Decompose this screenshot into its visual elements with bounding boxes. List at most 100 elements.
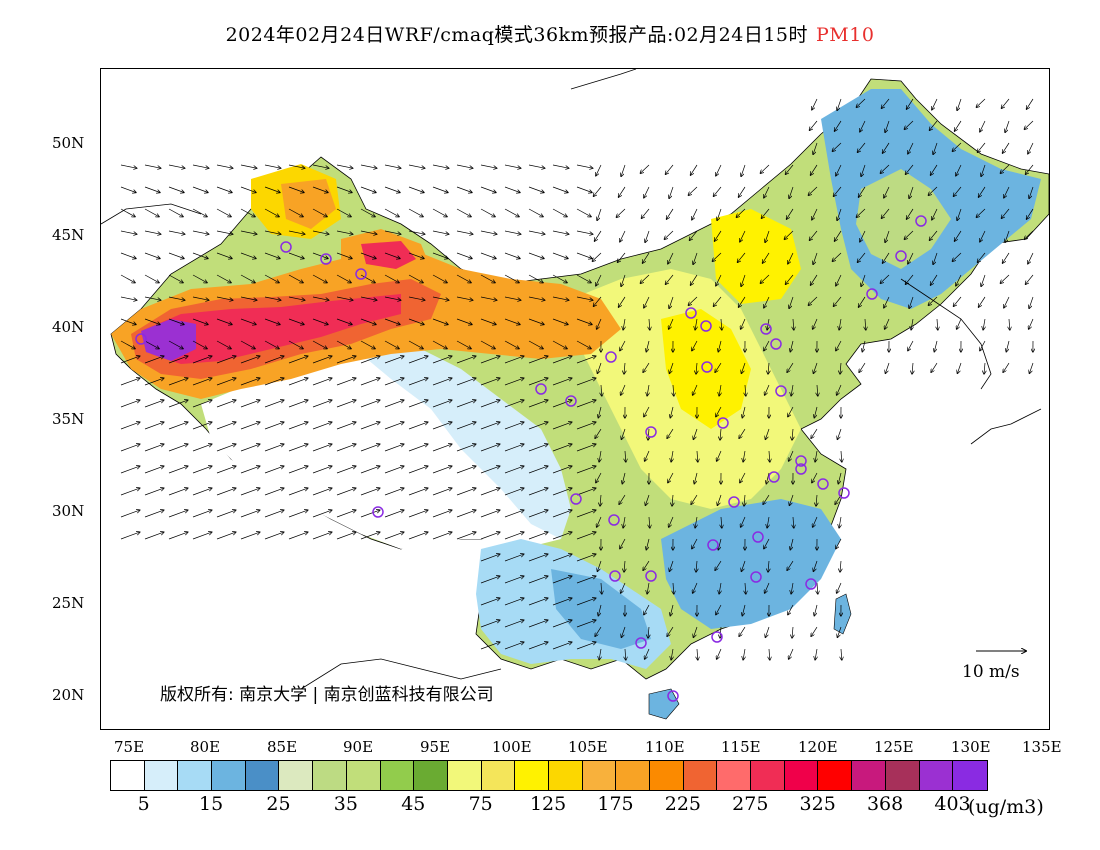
wind-arrow	[716, 604, 722, 615]
wind-arrow	[644, 186, 650, 198]
wind-arrow	[456, 444, 476, 452]
wind-arrow	[480, 230, 497, 234]
wind-arrow	[504, 274, 519, 283]
wind-arrow	[264, 488, 284, 496]
wind-arrow	[832, 142, 842, 151]
colorbar-swatch	[885, 761, 920, 790]
wind-arrow	[528, 340, 543, 349]
wind-arrow	[1006, 340, 1010, 352]
wind-arrow	[336, 510, 356, 518]
wind-arrow	[717, 208, 722, 220]
wind-arrow	[880, 274, 890, 283]
wind-arrow	[715, 560, 722, 570]
wind-arrow	[625, 648, 626, 660]
station-marker	[866, 288, 878, 300]
colorbar-swatch	[717, 761, 752, 790]
wind-arrow	[336, 208, 351, 217]
wind-arrow	[144, 252, 160, 259]
wind-arrow	[742, 604, 746, 616]
station-marker	[320, 253, 332, 265]
station-marker	[768, 471, 780, 483]
wind-arrow	[669, 560, 674, 571]
wind-arrow	[192, 208, 207, 217]
colorbar-swatch	[414, 761, 448, 790]
station-marker	[795, 455, 807, 467]
wind-arrow	[717, 494, 722, 505]
colorbar-label: 15	[199, 793, 224, 815]
wind-arrow	[718, 340, 722, 352]
wind-arrow	[408, 230, 425, 234]
colorbar-swatch	[515, 761, 549, 790]
station-marker	[805, 578, 817, 590]
wind-arrow	[621, 274, 626, 286]
wind-arrow	[668, 472, 674, 483]
wind-arrow	[740, 230, 746, 242]
colorbar-swatch	[919, 761, 954, 790]
wind-arrow	[384, 208, 399, 217]
wind-arrow	[1000, 164, 1010, 173]
wind-arrow	[552, 620, 572, 628]
wind-arrow	[857, 252, 866, 262]
wind-arrow	[596, 274, 602, 286]
wind-arrow	[432, 274, 447, 283]
wind-arrow	[1027, 98, 1034, 109]
wind-arrow	[216, 230, 233, 234]
wind-arrow	[665, 274, 674, 284]
wind-arrow	[384, 340, 399, 349]
colorbar-label: 25	[266, 793, 291, 815]
wind-arrow	[408, 422, 428, 430]
wind-arrow	[384, 164, 401, 168]
station-marker	[645, 570, 657, 582]
wind-arrow	[644, 296, 650, 308]
wind-arrow	[552, 488, 572, 496]
wind-arrow	[744, 494, 745, 506]
title-main: 2024年02月24日WRF/cmaq模式36km预报产品:02月24日15时	[225, 24, 808, 46]
wind-arrow	[480, 318, 496, 325]
wind-arrow	[408, 488, 428, 496]
wind-arrow	[741, 560, 746, 571]
colorbar-label: 225	[664, 793, 702, 815]
wind-arrow	[576, 400, 596, 408]
wind-arrow	[765, 626, 770, 637]
wind-arrow	[432, 318, 448, 325]
wind-arrow	[240, 422, 260, 430]
wind-arrow	[168, 444, 188, 452]
colorbar-label: 45	[401, 793, 426, 815]
wind-arrow	[768, 362, 769, 374]
wind-arrow	[168, 378, 188, 386]
wind-arrow	[528, 510, 548, 518]
wind-arrow	[813, 252, 818, 264]
wind-arrow	[504, 488, 524, 496]
lat-label-50n: 50N	[52, 134, 85, 152]
wind-arrow	[240, 466, 260, 474]
station-marker	[605, 351, 617, 363]
wind-arrow	[760, 164, 770, 173]
wind-arrow	[360, 466, 380, 474]
wind-arrow	[216, 356, 236, 364]
colorbar-swatch	[144, 761, 179, 790]
wind-arrow	[312, 488, 332, 496]
wind-arrow	[408, 296, 425, 300]
wind-arrow	[312, 466, 332, 474]
lon-label-135e: 135E	[1022, 738, 1062, 756]
wind-arrow	[384, 356, 404, 364]
wind-arrow	[593, 296, 602, 306]
wind-arrow	[907, 98, 914, 109]
lat-label-30n: 30N	[52, 502, 85, 520]
wind-arrow	[144, 208, 159, 217]
wind-arrow	[790, 538, 794, 550]
wind-arrow	[857, 142, 866, 152]
wind-arrow	[384, 510, 404, 518]
wind-arrow	[144, 296, 161, 300]
wind-arrow	[552, 554, 572, 562]
wind-arrow	[120, 466, 140, 474]
wind-arrow	[737, 252, 746, 262]
station-marker	[565, 395, 577, 407]
lat-label-20n: 20N	[52, 686, 85, 704]
wind-arrow	[504, 296, 521, 300]
wind-arrow	[384, 444, 404, 452]
wind-arrow	[552, 318, 568, 325]
map-panel[interactable]	[100, 68, 1050, 730]
wind-arrow	[788, 406, 794, 417]
wind-arrow	[691, 164, 698, 175]
